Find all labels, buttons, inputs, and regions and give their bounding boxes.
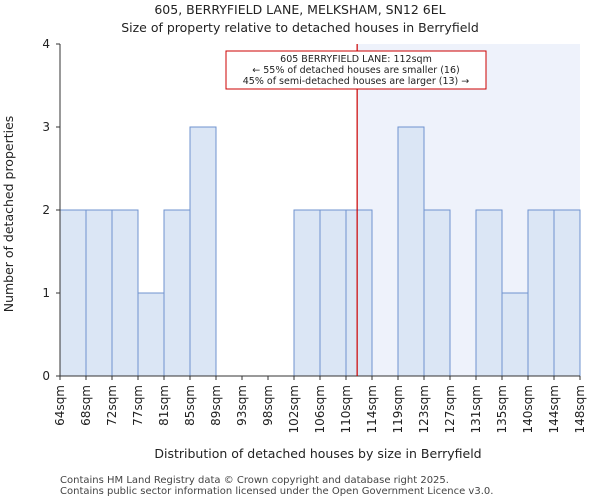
bar-68sqm [85, 209, 113, 377]
bar-81sqm [163, 209, 191, 377]
y-tick-label: 0 [42, 369, 50, 383]
bar-102sqm [293, 209, 321, 377]
x-tick-label: 64sqm [53, 385, 67, 426]
x-tick-label: 93sqm [235, 385, 249, 426]
y-axis-label: Number of detached properties [1, 116, 16, 313]
bar-77sqm [137, 292, 165, 377]
chart-subtitle: Size of property relative to detached ho… [121, 20, 479, 35]
bar-110sqm [345, 209, 373, 377]
x-tick-label: 110sqm [339, 385, 353, 433]
x-tick-label: 148sqm [573, 385, 587, 433]
x-tick-label: 106sqm [313, 385, 327, 433]
x-tick-label: 89sqm [209, 385, 223, 426]
footer-line-1: Contains HM Land Registry data © Crown c… [60, 475, 449, 486]
x-tick-label: 68sqm [79, 385, 93, 426]
y-tick-label: 2 [42, 203, 50, 217]
bar-131sqm [475, 209, 503, 377]
x-tick-label: 102sqm [287, 385, 301, 433]
bar-106sqm [319, 209, 347, 377]
x-tick-label: 81sqm [157, 385, 171, 426]
x-tick-label: 140sqm [521, 385, 535, 433]
x-tick-label: 135sqm [495, 385, 509, 433]
footer-line-2: Contains public sector information licen… [60, 486, 493, 497]
annotation-line-1: 605 BERRYFIELD LANE: 112sqm [280, 54, 432, 65]
x-tick-label: 127sqm [443, 385, 457, 433]
bar-140sqm [527, 209, 555, 377]
x-tick-label: 144sqm [547, 385, 561, 433]
bar-64sqm [59, 209, 87, 377]
x-tick-label: 123sqm [417, 385, 431, 433]
chart-title: 605, BERRYFIELD LANE, MELKSHAM, SN12 6EL [154, 2, 445, 17]
bar-85sqm [189, 126, 217, 377]
annotation-line-3: 45% of semi-detached houses are larger (… [243, 76, 470, 87]
bar-119sqm [397, 126, 425, 377]
x-tick-label: 77sqm [131, 385, 145, 426]
bar-123sqm [423, 209, 451, 377]
x-axis-label: Distribution of detached houses by size … [154, 446, 481, 461]
x-tick-label: 131sqm [469, 385, 483, 433]
x-tick-label: 114sqm [365, 385, 379, 433]
annotation-box [225, 50, 487, 90]
bar-135sqm [501, 292, 529, 377]
x-tick-label: 119sqm [391, 385, 405, 433]
x-tick-label: 85sqm [183, 385, 197, 426]
bar-144sqm [553, 209, 581, 377]
y-tick-label: 4 [42, 37, 50, 51]
bar-72sqm [111, 209, 139, 377]
x-tick-label: 72sqm [105, 385, 119, 426]
y-tick-label: 3 [42, 120, 50, 134]
x-tick-label: 98sqm [261, 385, 275, 426]
annotation-line-2: ← 55% of detached houses are smaller (16… [252, 65, 459, 76]
y-tick-label: 1 [42, 286, 50, 300]
